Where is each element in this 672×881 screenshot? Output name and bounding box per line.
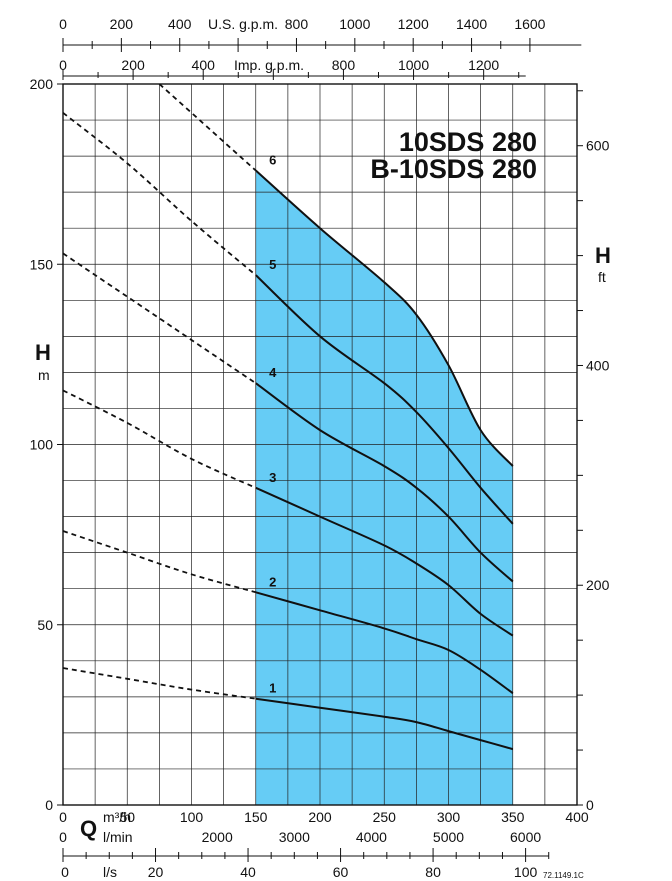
grid	[62, 83, 578, 806]
curve-1	[255, 697, 514, 751]
curves: 1 2 3 4 5 6	[62, 83, 514, 751]
left-h-label: H	[35, 340, 51, 365]
y-left-tick-label: 200	[30, 76, 54, 92]
ls-tick-label: 20	[148, 864, 164, 880]
lmin-tick-label: 0	[59, 829, 67, 845]
ls-tick-label: 0	[61, 864, 69, 880]
curve-1-dashed	[62, 667, 256, 700]
impgpm-tick-label: 1000	[398, 57, 429, 73]
q-unit-lmin: l/min	[103, 829, 133, 845]
usgpm-tick-label: 1200	[398, 16, 429, 32]
axis-labels: H m H ft Q m³/h l/min l/s U.S. g.p.m. Im…	[35, 16, 611, 880]
ls-tick-label: 60	[333, 864, 349, 880]
ls-tick-label: 80	[425, 864, 441, 880]
y-left-tick-label: 150	[30, 256, 54, 272]
y-left-tick-label: 100	[30, 437, 54, 453]
x-tick-label: 300	[437, 809, 461, 825]
x-tick-label: 200	[308, 809, 332, 825]
lmin-tick-label: 2000	[202, 829, 233, 845]
y-left-tick-label: 50	[37, 617, 53, 633]
right-h-label: H	[595, 243, 611, 268]
lmin-tick-label: 6000	[510, 829, 541, 845]
titles: 10SDS 280 B-10SDS 280	[370, 127, 537, 184]
curve-6	[255, 169, 514, 467]
impgpm-label: Imp. g.p.m.	[234, 57, 304, 73]
usgpm-tick-label: 1000	[339, 16, 370, 32]
usgpm-tick-label: 800	[285, 16, 309, 32]
usgpm-tick-label: 400	[168, 16, 192, 32]
usgpm-label: U.S. g.p.m.	[208, 16, 278, 32]
usgpm-tick-label: 0	[59, 16, 67, 32]
y-right-tick-label: 400	[586, 357, 610, 373]
impgpm-tick-label: 1200	[468, 57, 499, 73]
ls-tick-label: 100	[514, 864, 538, 880]
lmin-tick-label: 3000	[279, 829, 310, 845]
x-tick-label: 150	[244, 809, 268, 825]
title-line-1: 10SDS 280	[399, 127, 537, 157]
impgpm-tick-label: 400	[192, 57, 216, 73]
curve-4-dashed	[62, 252, 257, 384]
chart-code: 72.1149.1C	[543, 871, 584, 880]
curve-label-5: 5	[269, 257, 276, 272]
ls-tick-label: 40	[240, 864, 256, 880]
q-unit-m3h: m³/h	[103, 809, 131, 825]
curve-label-3: 3	[269, 470, 276, 485]
x-tick-label: 400	[565, 809, 589, 825]
curve-label-1: 1	[269, 681, 276, 696]
impgpm-tick-label: 200	[121, 57, 145, 73]
curve-3-dashed	[62, 389, 257, 489]
title-line-2: B-10SDS 280	[370, 154, 537, 184]
x-tick-label: 250	[373, 809, 397, 825]
y-right-tick-label: 600	[586, 138, 610, 154]
right-h-unit: ft	[598, 269, 606, 285]
x-tick-label: 100	[180, 809, 204, 825]
y-right-tick-label: 200	[586, 577, 610, 593]
curve-2	[255, 591, 514, 695]
q-unit-ls: l/s	[103, 864, 117, 880]
lmin-tick-label: 4000	[356, 829, 387, 845]
x-tick-label: 50	[119, 809, 135, 825]
curve-2-dashed	[62, 530, 257, 594]
curve-label-2: 2	[269, 574, 276, 589]
impgpm-tick-label: 800	[332, 57, 356, 73]
y-left-tick-label: 0	[45, 797, 53, 813]
curve-6-dashed	[158, 83, 257, 172]
curve-4	[255, 382, 514, 583]
q-label: Q	[80, 816, 97, 841]
left-h-unit: m	[38, 367, 50, 383]
y-right-tick-label: 0	[586, 797, 594, 813]
impgpm-tick-label: 0	[59, 57, 67, 73]
curve-5	[255, 274, 514, 525]
lmin-tick-label: 5000	[433, 829, 464, 845]
usgpm-tick-label: 1600	[514, 16, 545, 32]
x-tick-label: 0	[59, 809, 67, 825]
x-tick-label: 350	[501, 809, 525, 825]
curve-3	[255, 486, 514, 637]
usgpm-tick-label: 200	[110, 16, 134, 32]
curve-label-4: 4	[269, 365, 277, 380]
curve-label-6: 6	[269, 153, 276, 168]
usgpm-tick-label: 1400	[456, 16, 487, 32]
